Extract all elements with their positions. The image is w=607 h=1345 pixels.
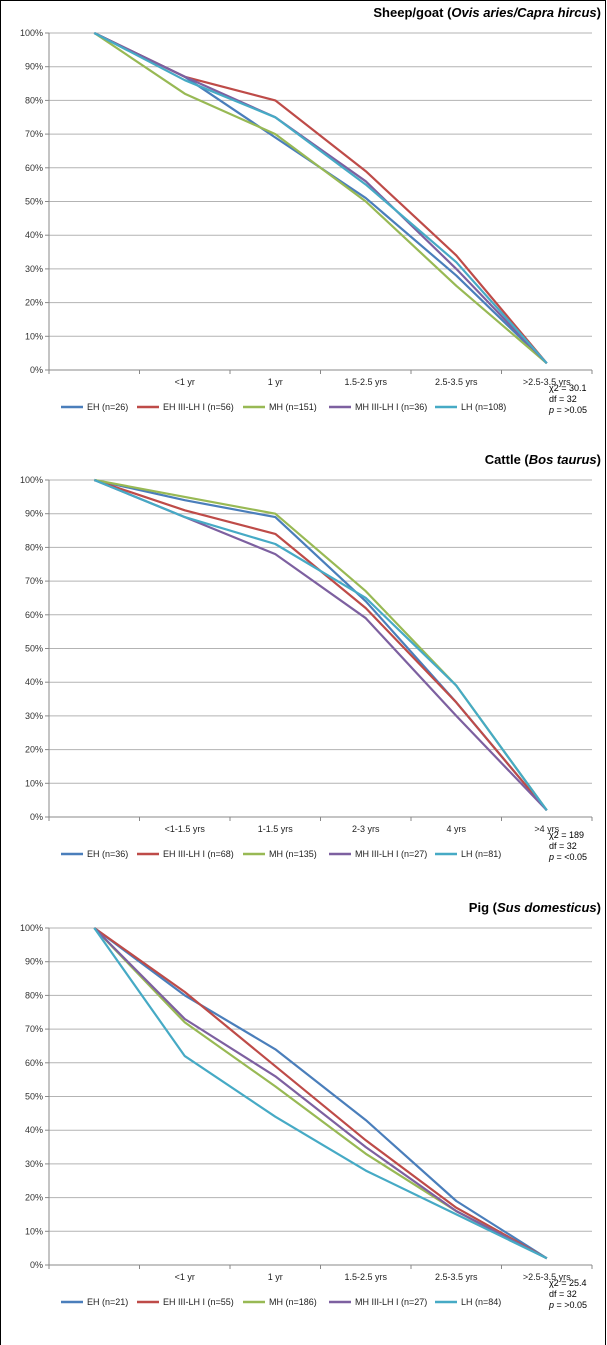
x-tick-label: >2.5-3.5 yrs: [523, 377, 571, 387]
x-tick-label: >4 yrs: [534, 824, 559, 834]
y-tick-label: 50%: [25, 197, 43, 207]
degrees-of-freedom: df = 32: [549, 394, 577, 404]
series-line-5: [93, 478, 548, 811]
chart-title: Cattle (Bos taurus): [484, 452, 601, 467]
y-tick-label: 20%: [25, 1193, 43, 1203]
legend-label: EH (n=26): [87, 402, 128, 412]
series-line-1: [93, 32, 548, 365]
y-tick-label: 70%: [25, 1024, 43, 1034]
y-tick-label: 70%: [25, 129, 43, 139]
y-tick-label: 90%: [25, 62, 43, 72]
y-tick-label: 40%: [25, 1125, 43, 1135]
y-tick-label: 40%: [25, 677, 43, 687]
series-line-1: [93, 927, 548, 1260]
y-tick-label: 90%: [25, 509, 43, 519]
y-tick-label: 70%: [25, 576, 43, 586]
legend-label: EH III-LH I (n=56): [163, 402, 234, 412]
y-tick-label: 50%: [25, 644, 43, 654]
legend-label: EH (n=36): [87, 849, 128, 859]
y-tick-label: 0%: [30, 1260, 43, 1270]
p-value: p = <0.05: [549, 852, 588, 862]
series-line-3: [94, 478, 548, 811]
series-line-4: [93, 478, 548, 812]
legend-label: MH (n=186): [269, 1297, 317, 1307]
line-chart-pig: 0% 10% 20% 30% 40% 50% 60% 70% 80% 90% 100% <1 yr 1 …: [20, 923, 593, 1307]
series-line-4: [93, 32, 548, 365]
chart-title: Sheep/goat (Ovis aries/Capra hircus): [373, 5, 601, 20]
p-value: p = >0.05: [549, 405, 588, 415]
y-tick-label: 60%: [25, 163, 43, 173]
series-line-1: [94, 478, 548, 812]
y-tick-label: 30%: [25, 711, 43, 721]
y-tick-label: 20%: [25, 745, 43, 755]
y-tick-label: 0%: [30, 365, 43, 375]
series-line-2: [93, 927, 548, 1260]
y-tick-label: 100%: [20, 923, 43, 933]
legend-label: LH (n=84): [461, 1297, 501, 1307]
y-tick-label: 30%: [25, 264, 43, 274]
series-line-4: [93, 927, 548, 1260]
y-tick-label: 50%: [25, 1092, 43, 1102]
series-line-3: [93, 32, 548, 365]
x-tick-label: 1.5-2.5 yrs: [344, 1272, 387, 1282]
degrees-of-freedom: df = 32: [549, 1289, 577, 1299]
y-tick-label: 10%: [25, 331, 43, 341]
legend-label: EH (n=21): [87, 1297, 128, 1307]
y-tick-label: 80%: [25, 990, 43, 1000]
chi-square-value: χ2 = 30.1: [549, 383, 587, 393]
line-chart-sheep-goat: 0% 10% 20% 30% 40% 50% 60% 70% 80% 90% 100% <1 yr 1 …: [20, 28, 593, 412]
series-line-2: [93, 32, 548, 365]
stats-box: χ2 = 189 df = 32 p = <0.05: [549, 830, 587, 863]
y-tick-label: 30%: [25, 1159, 43, 1169]
y-tick-label: 60%: [25, 1058, 43, 1068]
y-tick-label: 80%: [25, 95, 43, 105]
y-tick-label: 10%: [25, 1226, 43, 1236]
y-tick-label: 90%: [25, 957, 43, 967]
legend-label: MH III-LH I (n=36): [355, 402, 427, 412]
y-tick-label: 10%: [25, 778, 43, 788]
legend-label: EH III-LH I (n=55): [163, 1297, 234, 1307]
y-tick-label: 20%: [25, 298, 43, 308]
x-tick-label: 1 yr: [268, 1272, 283, 1282]
stats-box: χ2 = 25.4 df = 32 p = >0.05: [549, 1278, 587, 1311]
chart-title: Pig (Sus domesticus): [468, 900, 601, 915]
chart-panel-cattle: 0% 10% 20% 30% 40% 50% 60% 70% 80% 90% 100% <1-1.5 …: [0, 448, 606, 897]
chart-panel-pig: 0% 10% 20% 30% 40% 50% 60% 70% 80% 90% 100% <1 yr 1 …: [0, 896, 606, 1345]
y-tick-label: 80%: [25, 542, 43, 552]
legend-label: MH (n=135): [269, 849, 317, 859]
y-tick-label: 60%: [25, 610, 43, 620]
legend-label: MH III-LH I (n=27): [355, 1297, 427, 1307]
series-line-5: [93, 927, 548, 1260]
series-line-2: [93, 478, 548, 812]
line-chart-cattle: 0% 10% 20% 30% 40% 50% 60% 70% 80% 90% 100% <1-1.5 …: [20, 475, 593, 859]
stats-box: χ2 = 30.1 df = 32 p = >0.05: [549, 383, 587, 416]
degrees-of-freedom: df = 32: [549, 841, 577, 851]
x-tick-label: 2.5-3.5 yrs: [435, 1272, 478, 1282]
x-tick-label: <1-1.5 yrs: [165, 824, 206, 834]
x-tick-label: >2.5-3.5 yrs: [523, 1272, 571, 1282]
x-tick-label: <1 yr: [175, 1272, 195, 1282]
p-value: p = >0.05: [549, 1300, 588, 1310]
x-tick-label: 1-1.5 yrs: [258, 824, 294, 834]
x-tick-label: 1 yr: [268, 377, 283, 387]
legend-label: MH (n=151): [269, 402, 317, 412]
legend-label: EH III-LH I (n=68): [163, 849, 234, 859]
x-tick-label: 2-3 yrs: [352, 824, 380, 834]
chart-panel-sheep-goat: 0% 10% 20% 30% 40% 50% 60% 70% 80% 90% 100% <1 yr 1 …: [0, 0, 606, 449]
legend-label: LH (n=108): [461, 402, 506, 412]
legend-label: LH (n=81): [461, 849, 501, 859]
series-line-5: [93, 32, 548, 365]
y-tick-label: 40%: [25, 230, 43, 240]
y-tick-label: 0%: [30, 812, 43, 822]
chi-square-value: χ2 = 25.4: [549, 1278, 587, 1288]
x-tick-label: 2.5-3.5 yrs: [435, 377, 478, 387]
chi-square-value: χ2 = 189: [549, 830, 585, 840]
x-tick-label: 1.5-2.5 yrs: [344, 377, 387, 387]
legend-label: MH III-LH I (n=27): [355, 849, 427, 859]
y-tick-label: 100%: [20, 475, 43, 485]
y-tick-label: 100%: [20, 28, 43, 38]
x-tick-label: <1 yr: [175, 377, 195, 387]
x-tick-label: 4 yrs: [446, 824, 466, 834]
